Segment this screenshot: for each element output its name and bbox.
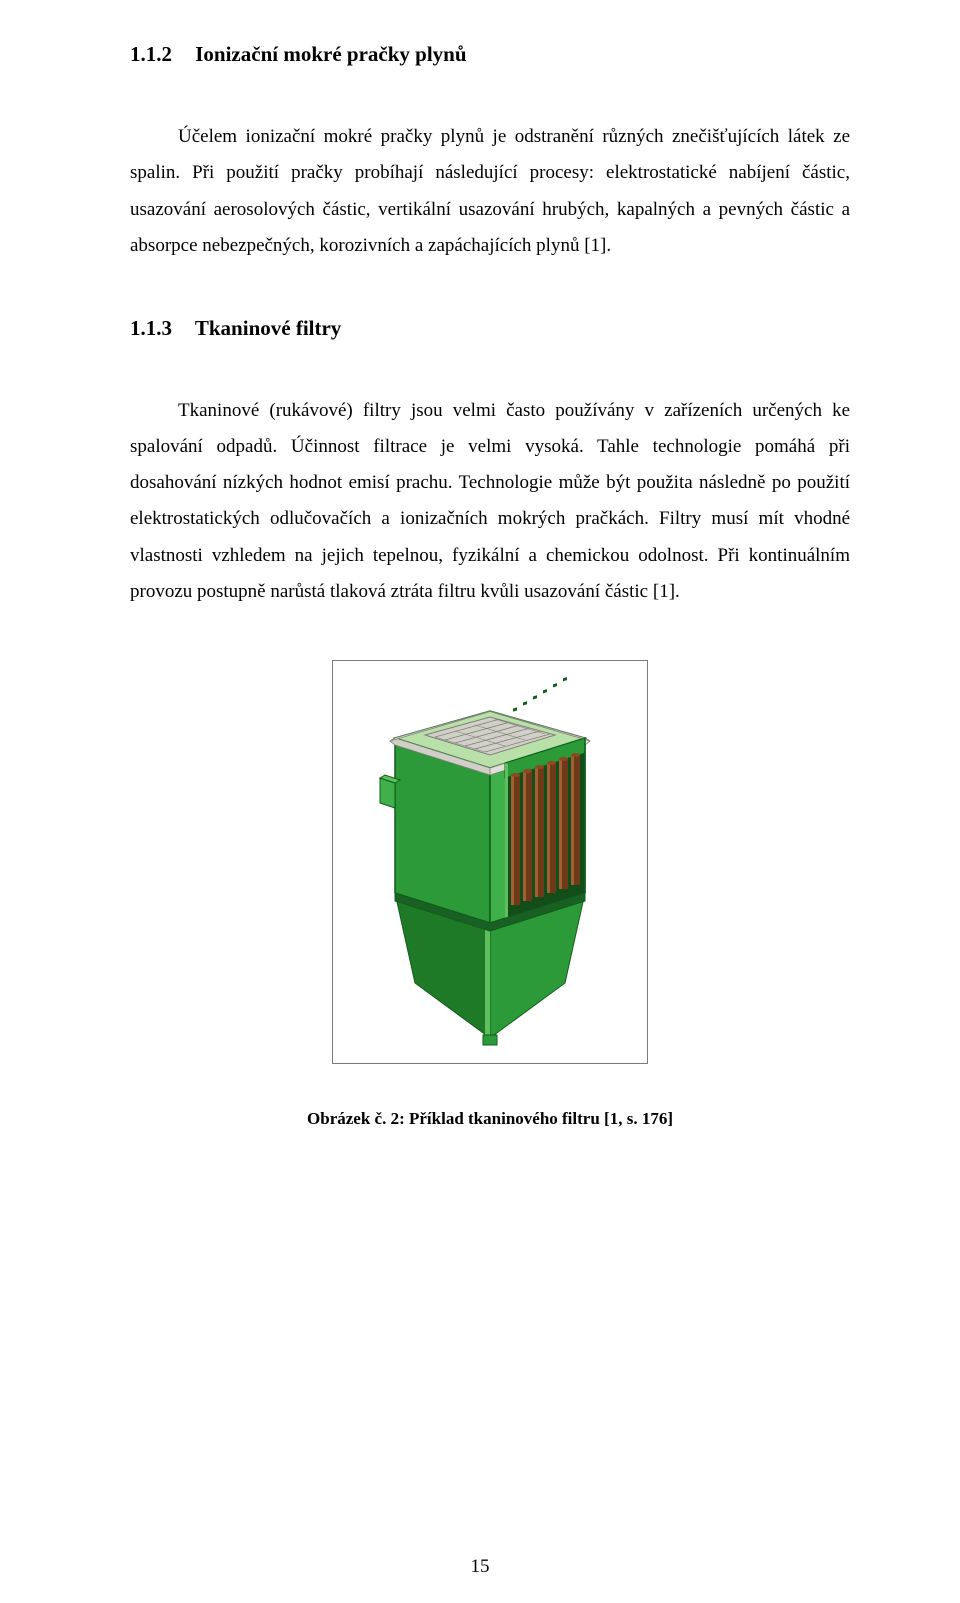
paragraph-text: Účelem ionizační mokré pračky plynů je o… (130, 126, 850, 255)
heading-title: Ionizační mokré pračky plynů (195, 42, 466, 66)
heading-1-1-3: 1.1.3 Tkaninové filtry (130, 314, 850, 343)
fabric-filter-illustration (335, 663, 645, 1061)
paragraph-1-1-2: Účelem ionizační mokré pračky plynů je o… (130, 119, 850, 263)
figure-container (130, 660, 850, 1069)
heading-number: 1.1.2 (130, 40, 190, 69)
figure-caption: Obrázek č. 2: Příklad tkaninového filtru… (130, 1109, 850, 1129)
heading-number: 1.1.3 (130, 314, 190, 343)
page-number: 15 (0, 1556, 960, 1578)
paragraph-1-1-3: Tkaninové (rukávové) filtry jsou velmi č… (130, 393, 850, 610)
heading-title: Tkaninové filtry (195, 316, 341, 340)
paragraph-text: Tkaninové (rukávové) filtry jsou velmi č… (130, 400, 850, 601)
heading-1-1-2: 1.1.2 Ionizační mokré pračky plynů (130, 40, 850, 69)
page: 1.1.2 Ionizační mokré pračky plynů Účele… (0, 0, 960, 1603)
figure-border (332, 660, 648, 1064)
